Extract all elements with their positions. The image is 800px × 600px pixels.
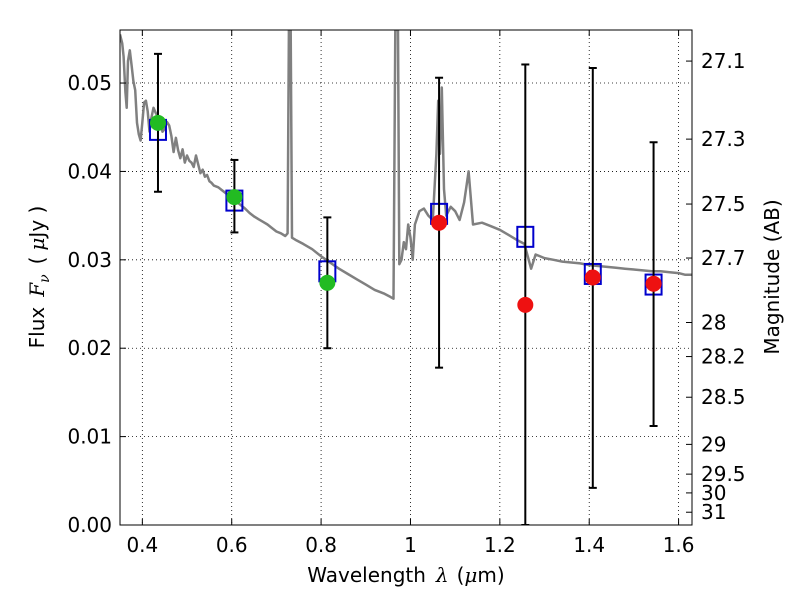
x-tick-label: 0.8 [305,533,337,557]
y-tick-label: 0.00 [67,513,112,537]
magnitude-tick-label: 28.2 [701,345,746,369]
observed-data-point [431,214,448,231]
observed-data-point [517,296,534,313]
x-tick-label: 0.6 [216,533,248,557]
magnitude-tick-label: 29.5 [701,462,746,486]
y-tick-label: 0.01 [67,425,112,449]
y-tick-label: 0.05 [67,71,112,95]
observed-data-point [149,114,166,131]
observed-data-point [645,275,662,292]
magnitude-tick-label: 31 [701,500,726,524]
x-tick-label: 1.6 [663,533,695,557]
x-tick-label: 0.4 [126,533,158,557]
y-tick-label: 0.02 [67,336,112,360]
magnitude-tick-label: 27.7 [701,246,746,270]
x-tick-label: 1.4 [573,533,605,557]
x-tick-label: 1 [404,533,417,557]
plot-frame [119,29,693,526]
y-axis-label: FluxFν(μJy ) [25,206,53,349]
model-spectrum-line [120,30,692,300]
magnitude-tick-label: 30 [701,481,726,505]
x-tick-label: 1.2 [484,533,516,557]
magnitude-tick-label: 27.1 [701,49,746,73]
y-tick-label: 0.04 [67,159,112,183]
magnitude-tick-label: 29 [701,432,726,456]
magnitude-tick-label: 27.5 [701,192,746,216]
magnitude-tick-label: 27.3 [701,127,746,151]
x-axis-label: Wavelength λ (μm) [307,563,504,587]
plot-area [120,30,692,525]
magnitude-tick-label: 28 [701,310,726,334]
observed-data-point [226,189,243,206]
y-tick-label: 0.03 [67,248,112,272]
magnitude-tick-label: 28.5 [701,385,746,409]
observed-data-point [319,274,336,291]
observed-data-point [584,269,601,286]
axis-ticks: 0.4 0.6 0.8 1 1.2 1.4 1.6 0.00 0.01 0.02 0.03 0.04 0… [67,30,746,557]
right-axis-label: Magnitude (AB) [760,199,784,354]
grid-lines [120,30,692,526]
